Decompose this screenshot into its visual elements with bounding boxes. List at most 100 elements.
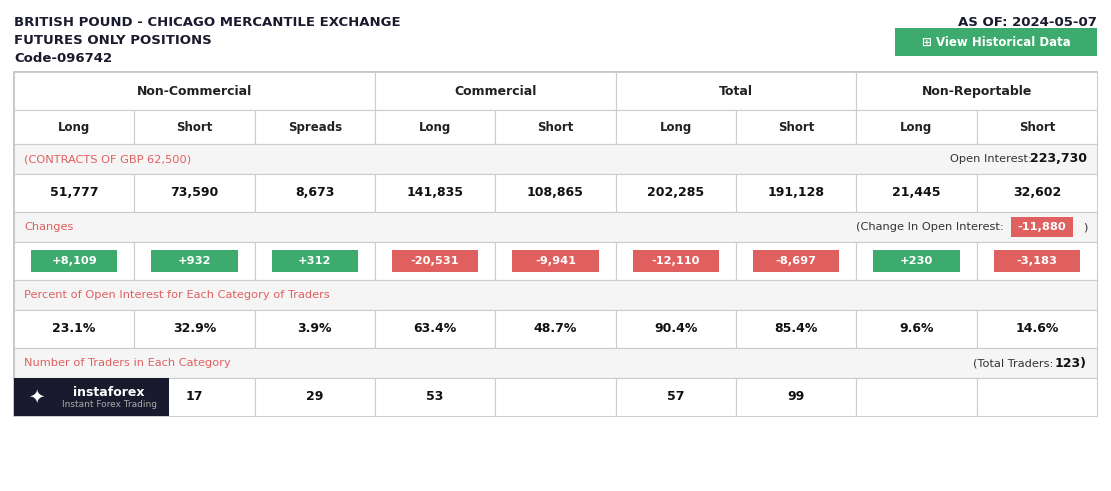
Text: Long: Long xyxy=(58,120,90,134)
Bar xyxy=(376,72,615,110)
Bar xyxy=(857,310,977,348)
Text: Short: Short xyxy=(177,120,212,134)
Bar xyxy=(615,174,735,212)
Bar xyxy=(512,250,599,272)
Text: 14.6%: 14.6% xyxy=(1015,323,1059,335)
Text: (CONTRACTS OF GBP 62,500): (CONTRACTS OF GBP 62,500) xyxy=(24,154,191,164)
Text: +312: +312 xyxy=(298,256,331,266)
Text: ⊞ View Historical Data: ⊞ View Historical Data xyxy=(922,35,1070,49)
Bar xyxy=(977,174,1097,212)
Text: Short: Short xyxy=(778,120,814,134)
Bar xyxy=(14,212,1097,242)
Text: Non-Commercial: Non-Commercial xyxy=(137,84,252,98)
Text: 48.7%: 48.7% xyxy=(533,323,578,335)
Text: -11,880: -11,880 xyxy=(1018,222,1067,232)
Bar xyxy=(14,144,1097,174)
Bar xyxy=(735,310,857,348)
Text: FUTURES ONLY POSITIONS: FUTURES ONLY POSITIONS xyxy=(14,34,212,47)
Text: Short: Short xyxy=(538,120,573,134)
Bar xyxy=(254,242,376,280)
Text: Commercial: Commercial xyxy=(454,84,537,98)
Bar xyxy=(857,110,977,144)
Bar xyxy=(134,110,254,144)
Text: AS OF: 2024-05-07: AS OF: 2024-05-07 xyxy=(958,16,1097,29)
Bar xyxy=(496,378,615,416)
Bar xyxy=(977,378,1097,416)
Text: +230: +230 xyxy=(900,256,933,266)
Bar xyxy=(615,72,857,110)
Bar xyxy=(14,348,1097,378)
Text: +8,109: +8,109 xyxy=(51,256,97,266)
Bar xyxy=(14,310,134,348)
Bar xyxy=(977,242,1097,280)
Text: Code-096742: Code-096742 xyxy=(14,52,112,65)
Bar xyxy=(376,174,496,212)
Text: 23.1%: 23.1% xyxy=(52,323,96,335)
Text: 141,835: 141,835 xyxy=(407,187,463,199)
Bar xyxy=(496,110,615,144)
Text: 63.4%: 63.4% xyxy=(413,323,457,335)
Text: Percent of Open Interest for Each Category of Traders: Percent of Open Interest for Each Catego… xyxy=(24,290,330,300)
Text: 123): 123) xyxy=(1055,356,1087,370)
Text: Open Interest:: Open Interest: xyxy=(950,154,1035,164)
Bar xyxy=(134,310,254,348)
Bar xyxy=(254,110,376,144)
Text: Total: Total xyxy=(719,84,753,98)
Text: 108,865: 108,865 xyxy=(527,187,584,199)
Text: 8,673: 8,673 xyxy=(296,187,334,199)
Bar xyxy=(615,378,735,416)
Bar xyxy=(735,110,857,144)
Bar xyxy=(14,378,134,416)
Bar xyxy=(977,110,1097,144)
Text: Long: Long xyxy=(900,120,932,134)
Bar xyxy=(873,250,960,272)
Bar xyxy=(31,250,118,272)
Text: 73,590: 73,590 xyxy=(170,187,219,199)
Bar xyxy=(14,110,134,144)
Text: 51,777: 51,777 xyxy=(50,187,99,199)
Text: 90.4%: 90.4% xyxy=(654,323,698,335)
Bar xyxy=(376,310,496,348)
Bar xyxy=(254,174,376,212)
Text: Changes: Changes xyxy=(24,222,73,232)
Bar xyxy=(14,242,134,280)
Bar xyxy=(14,280,1097,310)
Text: 57: 57 xyxy=(667,390,684,404)
Text: (Total Traders:: (Total Traders: xyxy=(973,358,1057,368)
Bar xyxy=(857,242,977,280)
Text: 3.9%: 3.9% xyxy=(298,323,332,335)
Text: Long: Long xyxy=(660,120,692,134)
Text: -3,183: -3,183 xyxy=(1017,256,1058,266)
Text: Non-Reportable: Non-Reportable xyxy=(921,84,1032,98)
Bar xyxy=(14,72,1097,416)
Bar xyxy=(392,250,479,272)
Text: Number of Traders in Each Category: Number of Traders in Each Category xyxy=(24,358,231,368)
Text: (Change In Open Interest:: (Change In Open Interest: xyxy=(855,222,1007,232)
Bar xyxy=(496,174,615,212)
Bar xyxy=(496,310,615,348)
Bar xyxy=(735,378,857,416)
Text: 99: 99 xyxy=(788,390,804,404)
Bar xyxy=(632,250,719,272)
Bar xyxy=(14,378,169,416)
Bar xyxy=(993,250,1080,272)
Text: 202,285: 202,285 xyxy=(648,187,704,199)
Bar xyxy=(857,72,1097,110)
Text: BRITISH POUND - CHICAGO MERCANTILE EXCHANGE: BRITISH POUND - CHICAGO MERCANTILE EXCHA… xyxy=(14,16,401,29)
Text: ✦: ✦ xyxy=(28,387,44,407)
Text: 191,128: 191,128 xyxy=(768,187,824,199)
Text: 53: 53 xyxy=(427,390,444,404)
Bar xyxy=(735,174,857,212)
Bar xyxy=(151,250,238,272)
Text: 85.4%: 85.4% xyxy=(774,323,818,335)
Text: -9,941: -9,941 xyxy=(536,256,575,266)
Bar xyxy=(615,310,735,348)
Text: instaforex: instaforex xyxy=(73,386,144,399)
Bar xyxy=(376,242,496,280)
Text: Instant Forex Trading: Instant Forex Trading xyxy=(61,400,157,409)
Text: 21,445: 21,445 xyxy=(892,187,941,199)
Bar xyxy=(376,378,496,416)
Text: 32.9%: 32.9% xyxy=(173,323,217,335)
Text: 223,730: 223,730 xyxy=(1030,153,1087,165)
Bar xyxy=(615,110,735,144)
